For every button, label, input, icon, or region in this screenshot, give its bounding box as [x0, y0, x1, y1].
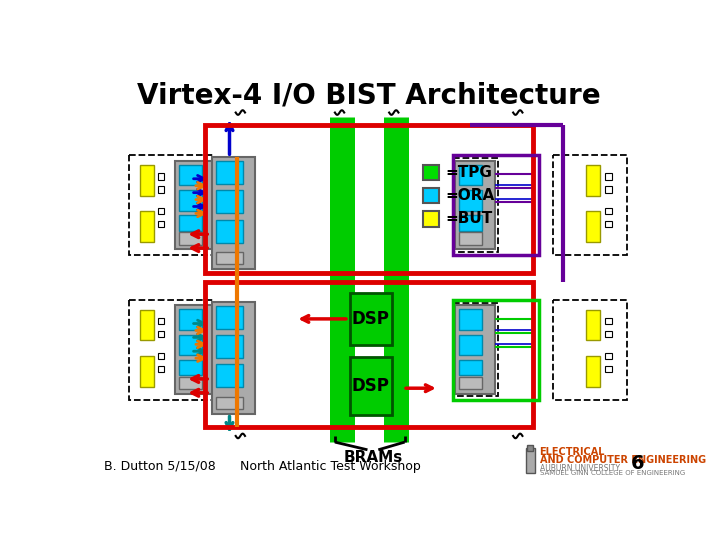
- Text: SAMUEL GINN COLLEGE OF ENGINEERING: SAMUEL GINN COLLEGE OF ENGINEERING: [539, 470, 685, 476]
- Bar: [586, 356, 600, 387]
- Text: =ORA: =ORA: [445, 188, 494, 203]
- Bar: [606, 208, 611, 214]
- Bar: [606, 318, 611, 325]
- Bar: [179, 360, 202, 375]
- Bar: [606, 331, 611, 338]
- Bar: [586, 165, 600, 195]
- Bar: [179, 335, 202, 355]
- Bar: [553, 300, 626, 400]
- Bar: [158, 353, 164, 359]
- Bar: [216, 252, 243, 264]
- Bar: [129, 300, 214, 400]
- Text: 6: 6: [630, 454, 644, 473]
- Text: Virtex-4 I/O BIST Architecture: Virtex-4 I/O BIST Architecture: [138, 82, 600, 110]
- Bar: [175, 161, 215, 249]
- Bar: [216, 190, 243, 213]
- Bar: [454, 300, 539, 400]
- Bar: [350, 293, 392, 345]
- Bar: [179, 232, 202, 245]
- Bar: [158, 186, 164, 193]
- Bar: [179, 215, 202, 231]
- Bar: [158, 318, 164, 325]
- Bar: [454, 155, 539, 255]
- Bar: [455, 306, 495, 394]
- Bar: [586, 211, 600, 242]
- Bar: [212, 157, 255, 269]
- Bar: [175, 306, 215, 394]
- Bar: [606, 186, 611, 193]
- Bar: [204, 125, 534, 273]
- Text: DSP: DSP: [351, 310, 390, 328]
- Bar: [216, 306, 243, 329]
- Bar: [606, 353, 611, 359]
- Bar: [423, 188, 438, 204]
- Bar: [129, 155, 214, 255]
- Bar: [140, 165, 153, 195]
- Bar: [158, 173, 164, 179]
- Bar: [179, 190, 202, 211]
- Text: North Atlantic Test Workshop: North Atlantic Test Workshop: [240, 460, 420, 473]
- Bar: [158, 366, 164, 372]
- Bar: [586, 309, 600, 340]
- Bar: [455, 161, 495, 249]
- Bar: [216, 364, 243, 387]
- Bar: [423, 165, 438, 180]
- Bar: [459, 165, 482, 185]
- Text: B. Dutton 5/15/08: B. Dutton 5/15/08: [104, 460, 216, 473]
- Bar: [179, 377, 202, 389]
- Bar: [527, 445, 534, 451]
- Bar: [459, 377, 482, 389]
- Bar: [158, 208, 164, 214]
- Bar: [606, 173, 611, 179]
- Bar: [459, 190, 482, 211]
- Text: BRAMs: BRAMs: [343, 450, 402, 465]
- Bar: [216, 397, 243, 409]
- Bar: [140, 356, 153, 387]
- Bar: [459, 232, 482, 245]
- Bar: [212, 302, 255, 414]
- Text: =BUT: =BUT: [445, 211, 492, 226]
- Bar: [216, 335, 243, 358]
- Bar: [350, 357, 392, 415]
- Bar: [179, 309, 202, 330]
- Bar: [204, 282, 534, 427]
- Bar: [158, 331, 164, 338]
- Bar: [216, 220, 243, 242]
- Bar: [216, 161, 243, 184]
- Text: =TPG: =TPG: [445, 165, 492, 180]
- Bar: [606, 221, 611, 227]
- Bar: [606, 366, 611, 372]
- Bar: [423, 211, 438, 226]
- Bar: [140, 211, 153, 242]
- Bar: [459, 309, 482, 330]
- Bar: [526, 448, 535, 473]
- Text: AUBURN UNIVERSITY: AUBURN UNIVERSITY: [539, 464, 619, 472]
- Bar: [140, 309, 153, 340]
- Bar: [179, 165, 202, 185]
- Bar: [453, 303, 498, 396]
- Text: DSP: DSP: [351, 377, 390, 395]
- Text: ELECTRICAL: ELECTRICAL: [539, 447, 605, 457]
- Text: AND COMPUTER ENGINEERING: AND COMPUTER ENGINEERING: [539, 455, 706, 465]
- Bar: [459, 335, 482, 355]
- Bar: [459, 215, 482, 231]
- Bar: [158, 221, 164, 227]
- Bar: [459, 360, 482, 375]
- Bar: [553, 155, 626, 255]
- Bar: [453, 158, 498, 252]
